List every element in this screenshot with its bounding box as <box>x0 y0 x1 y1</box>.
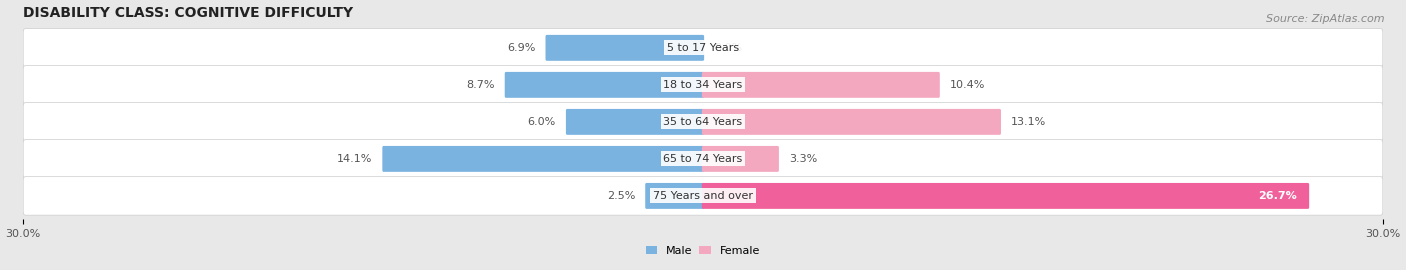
Text: 18 to 34 Years: 18 to 34 Years <box>664 80 742 90</box>
Legend: Male, Female: Male, Female <box>647 246 759 256</box>
FancyBboxPatch shape <box>565 109 704 135</box>
Text: 13.1%: 13.1% <box>1011 117 1046 127</box>
FancyBboxPatch shape <box>546 35 704 61</box>
Text: Source: ZipAtlas.com: Source: ZipAtlas.com <box>1267 14 1385 23</box>
Text: 6.9%: 6.9% <box>508 43 536 53</box>
FancyBboxPatch shape <box>22 103 1384 141</box>
FancyBboxPatch shape <box>22 177 1384 215</box>
FancyBboxPatch shape <box>645 183 704 209</box>
FancyBboxPatch shape <box>22 66 1384 104</box>
Text: 14.1%: 14.1% <box>337 154 373 164</box>
Text: 65 to 74 Years: 65 to 74 Years <box>664 154 742 164</box>
Text: 3.3%: 3.3% <box>789 154 817 164</box>
FancyBboxPatch shape <box>22 29 1384 67</box>
Text: 5 to 17 Years: 5 to 17 Years <box>666 43 740 53</box>
FancyBboxPatch shape <box>382 146 704 172</box>
Text: 8.7%: 8.7% <box>465 80 495 90</box>
Text: 75 Years and over: 75 Years and over <box>652 191 754 201</box>
FancyBboxPatch shape <box>702 146 779 172</box>
Text: 0.0%: 0.0% <box>714 43 742 53</box>
FancyBboxPatch shape <box>702 183 1309 209</box>
FancyBboxPatch shape <box>22 140 1384 178</box>
FancyBboxPatch shape <box>702 72 939 98</box>
FancyBboxPatch shape <box>702 109 1001 135</box>
Text: 26.7%: 26.7% <box>1258 191 1296 201</box>
Text: 10.4%: 10.4% <box>950 80 986 90</box>
FancyBboxPatch shape <box>505 72 704 98</box>
Text: 6.0%: 6.0% <box>527 117 555 127</box>
Text: 35 to 64 Years: 35 to 64 Years <box>664 117 742 127</box>
Text: 2.5%: 2.5% <box>606 191 636 201</box>
Text: DISABILITY CLASS: COGNITIVE DIFFICULTY: DISABILITY CLASS: COGNITIVE DIFFICULTY <box>22 6 353 19</box>
